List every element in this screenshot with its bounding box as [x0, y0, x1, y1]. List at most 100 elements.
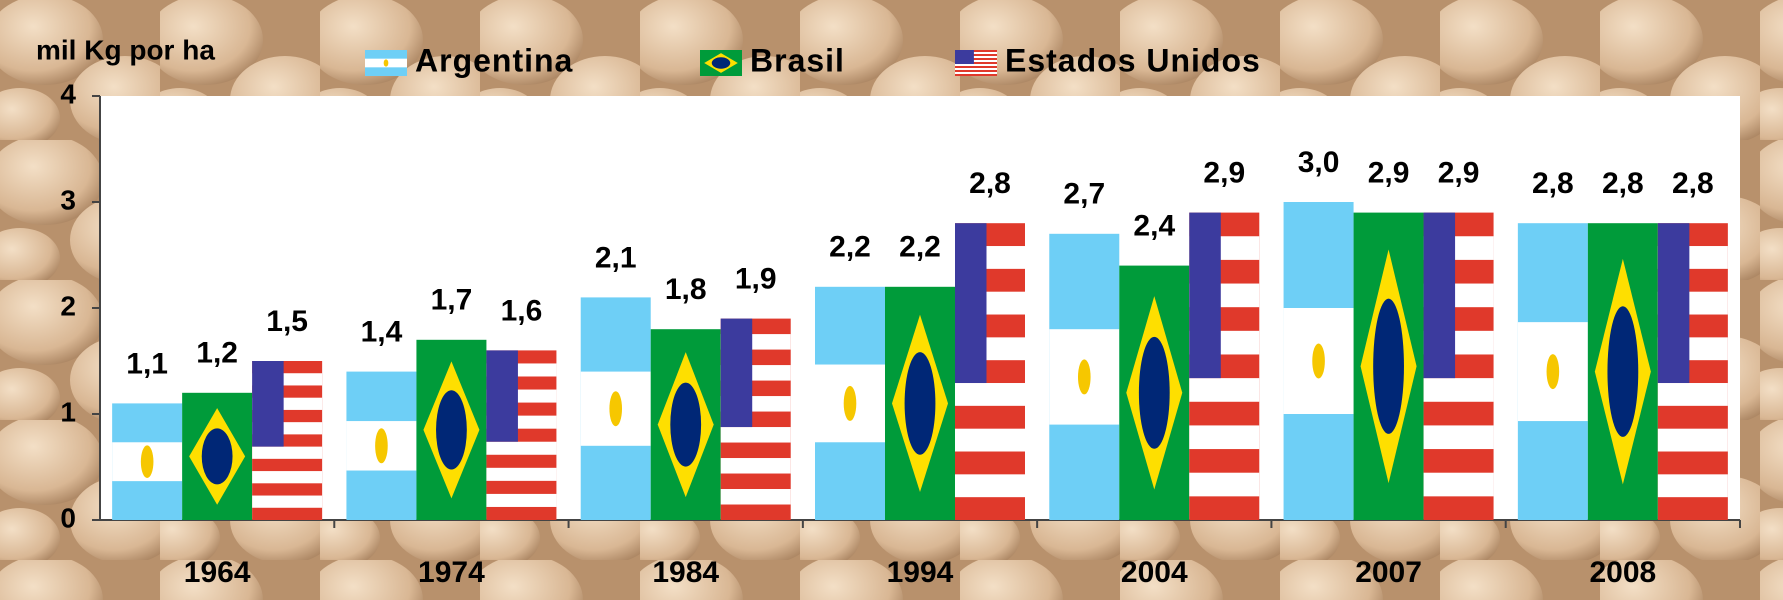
flag-canton: [252, 361, 284, 447]
flag-globe: [670, 382, 702, 467]
flag-sun: [383, 59, 389, 67]
legend-label: Argentina: [415, 42, 573, 78]
value-label: 1,6: [501, 294, 543, 327]
flag-sun: [609, 391, 623, 427]
flag-stripe: [1423, 425, 1494, 450]
value-label: 2,7: [1063, 178, 1105, 211]
flag-stripe: [252, 495, 323, 508]
bar-group: [650, 329, 721, 520]
y-tick-label: 2: [60, 290, 76, 321]
bar-group: [1353, 212, 1424, 520]
flag-canton: [955, 50, 974, 64]
value-label: 2,8: [1532, 167, 1574, 200]
bar-group: [885, 286, 955, 520]
flag-stripe: [1189, 425, 1260, 450]
x-tick-label: 2008: [1589, 556, 1656, 589]
flag-stripe: [955, 60, 997, 62]
flag-stripe: [720, 489, 791, 505]
value-label: 1,9: [735, 263, 777, 296]
x-tick-label: 1984: [652, 556, 719, 589]
bar-group: [1587, 223, 1658, 520]
flag-canton: [1657, 223, 1690, 384]
flag-stripe: [252, 446, 323, 459]
y-tick-label: 4: [60, 78, 76, 109]
value-label: 2,2: [829, 231, 871, 264]
flag-stripe: [955, 474, 1025, 498]
value-label: 2,8: [1672, 167, 1714, 200]
flag-canton: [1423, 212, 1456, 379]
flag-globe: [904, 352, 936, 455]
bar-group: [1517, 223, 1588, 520]
legend-label: Brasil: [750, 42, 845, 78]
flag-canton: [486, 350, 518, 442]
value-label: 2,9: [1368, 157, 1410, 190]
flag-stripe: [1189, 378, 1260, 402]
flag-canton: [1189, 212, 1221, 379]
bar-group: [1283, 202, 1354, 520]
y-tick-label: 0: [60, 502, 76, 533]
flag-globe: [201, 428, 233, 485]
y-axis-label: mil Kg por ha: [36, 34, 215, 65]
x-tick-label: 2007: [1355, 556, 1422, 589]
value-label: 2,8: [1602, 167, 1644, 200]
flag-stripe: [955, 68, 997, 70]
flag-stripe: [1423, 378, 1494, 402]
y-tick-label: 3: [60, 184, 76, 215]
flag-stripe: [720, 458, 791, 474]
flag-sun: [843, 385, 857, 421]
value-label: 2,1: [595, 241, 637, 274]
flag-stripe: [955, 72, 997, 74]
bar-group: [416, 339, 487, 520]
value-label: 2,2: [899, 231, 941, 264]
value-label: 1,4: [361, 316, 403, 349]
bar-group: [1189, 212, 1260, 520]
bar-group: [1049, 233, 1120, 521]
value-label: 2,8: [969, 167, 1011, 200]
bar-group: [955, 223, 1025, 520]
bar-group: [486, 350, 557, 520]
y-tick-label: 1: [60, 396, 76, 427]
value-label: 2,9: [1438, 157, 1480, 190]
flag-globe: [1607, 306, 1639, 437]
flag-sun: [1546, 354, 1560, 390]
value-label: 1,5: [266, 305, 308, 338]
flag-sun: [375, 428, 388, 464]
flag-stripe: [252, 471, 323, 484]
flag-canton: [955, 223, 987, 384]
value-label: 2,4: [1133, 210, 1175, 243]
legend-label: Estados Unidos: [1005, 42, 1261, 78]
flag-stripe: [1657, 383, 1728, 406]
value-label: 1,2: [196, 337, 238, 370]
bar-group: [1119, 265, 1190, 520]
bar-group: [1423, 212, 1494, 520]
flag-sun: [1312, 343, 1325, 379]
value-label: 2,9: [1203, 157, 1245, 190]
flag-stripe: [1423, 472, 1494, 497]
flag-sun: [1077, 359, 1091, 395]
flag-sun: [140, 445, 154, 479]
bar-group: [580, 297, 651, 520]
bar-group: [720, 318, 791, 520]
bar-group: [1657, 223, 1728, 520]
flag-stripe: [1657, 428, 1728, 452]
x-tick-label: 1964: [184, 556, 251, 589]
x-tick-label: 1994: [887, 556, 954, 589]
flag-globe: [711, 57, 731, 69]
flag-stripe: [955, 383, 1025, 406]
flag-stripe: [720, 427, 791, 443]
x-tick-label: 1974: [418, 556, 485, 589]
flag-globe: [1373, 298, 1404, 434]
bar-group: [182, 392, 253, 520]
flag-stripe: [955, 64, 997, 66]
value-label: 1,1: [126, 347, 168, 380]
flag-stripe: [955, 52, 997, 54]
flag-stripe: [955, 428, 1025, 452]
flag-canton: [720, 318, 753, 428]
bar-group: [815, 286, 885, 520]
flag-stripe: [486, 441, 557, 455]
flag-stripe: [1189, 472, 1260, 497]
flag-stripe: [486, 467, 557, 481]
bar-group: [252, 361, 323, 520]
flag-stripe: [1657, 474, 1728, 498]
